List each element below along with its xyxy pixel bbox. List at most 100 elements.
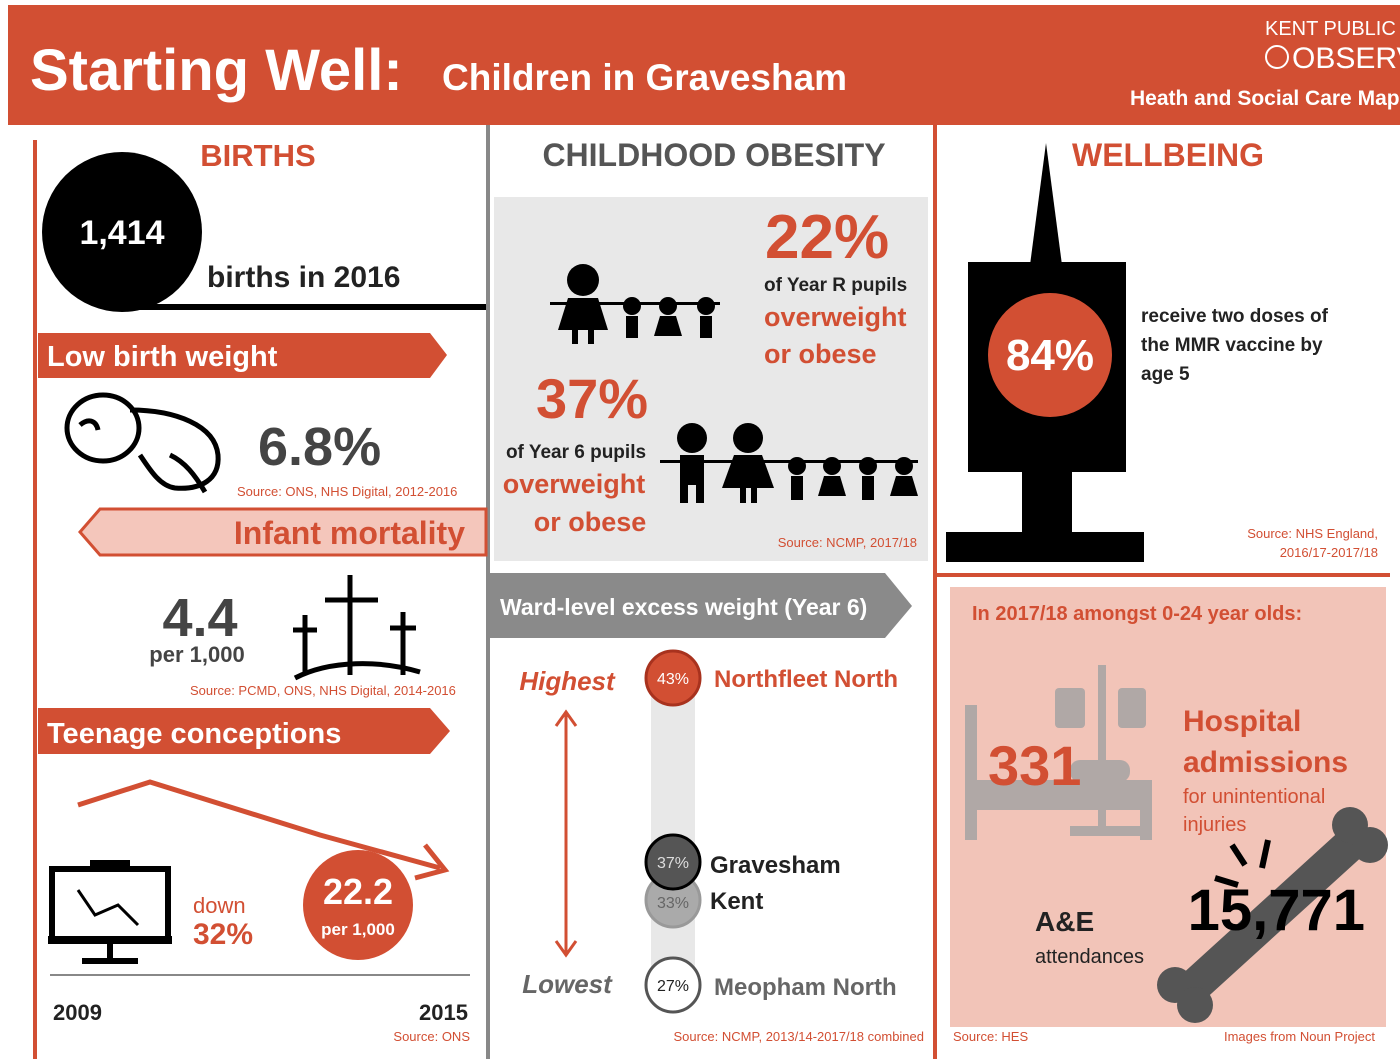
ward-name: Kent — [710, 888, 763, 915]
ae-label: A&E — [1035, 906, 1094, 937]
icon-part — [859, 457, 877, 475]
admissions-sub: injuries — [1183, 814, 1246, 836]
icon-part — [696, 485, 704, 503]
icon-part — [680, 455, 704, 485]
source: Source: HES — [953, 1029, 1028, 1044]
icon-part — [626, 316, 638, 338]
infographic: Starting Well: Children in Gravesham KEN… — [0, 0, 1400, 1059]
injuries-intro: In 2017/18 amongst 0-24 year olds: — [972, 603, 1302, 625]
icon-part — [623, 297, 641, 315]
icon-part — [1030, 143, 1062, 265]
obesity-highlight: or obese — [764, 339, 877, 369]
banner-text: Ward-level excess weight (Year 6) — [500, 594, 867, 620]
ward-value: 43% — [657, 671, 689, 688]
icon-part — [48, 936, 172, 944]
icon-part — [700, 316, 712, 338]
year-start: 2009 — [53, 1000, 102, 1025]
banner-text: Low birth weight — [47, 341, 278, 373]
icon-part — [550, 302, 720, 305]
scale-arrow — [556, 712, 576, 955]
icon-part — [67, 395, 139, 461]
vaccine-text: age 5 — [1141, 364, 1190, 385]
icon-part — [677, 423, 707, 453]
icon-part — [107, 944, 113, 960]
icon-part — [965, 705, 977, 840]
rule — [122, 304, 486, 310]
obesity-highlight: overweight — [503, 469, 646, 499]
obesity-value: 37% — [536, 367, 648, 430]
icon-part — [82, 958, 138, 964]
banner-text: Teenage conceptions — [47, 718, 341, 750]
icon-part — [1070, 826, 1150, 836]
credit: Images from Noun Project — [1224, 1029, 1375, 1044]
im-unit: per 1,000 — [149, 642, 244, 667]
icon-part — [1098, 665, 1106, 830]
icon-part — [862, 476, 874, 500]
admissions-label: admissions — [1183, 746, 1348, 779]
icon-part — [659, 297, 677, 315]
icon-part — [788, 457, 806, 475]
icon-part — [325, 575, 378, 675]
ae-value: 15,771 — [1188, 878, 1365, 943]
section-heading: CHILDHOOD OBESITY — [542, 137, 885, 173]
tc-unit: per 1,000 — [321, 920, 395, 939]
icon-part — [1177, 987, 1213, 1023]
icon-part — [680, 485, 688, 503]
divider — [933, 125, 937, 1059]
source: Source: ONS — [393, 1029, 470, 1044]
icon-part — [733, 423, 763, 453]
section-heading: BIRTHS — [200, 138, 315, 173]
im-value: 4.4 — [162, 588, 237, 648]
icon-part — [52, 869, 168, 939]
ward-name: Meopham North — [714, 974, 897, 1001]
obesity-value: 22% — [765, 203, 889, 272]
births-text: births in 2016 — [207, 261, 400, 294]
title: Starting Well: — [30, 38, 403, 103]
org-line: KENT PUBLIC — [1265, 18, 1396, 40]
source: Source: PCMD, ONS, NHS Digital, 2014-201… — [190, 683, 456, 698]
source: Source: ONS, NHS Digital, 2012-2016 — [237, 484, 457, 499]
scale-bar — [651, 670, 695, 990]
rule — [50, 974, 470, 976]
lbw-value: 6.8% — [258, 417, 381, 477]
vaccine-text: receive two doses of — [1141, 306, 1329, 327]
presentation-icon — [48, 860, 172, 964]
ward-value: 27% — [657, 978, 689, 995]
subtitle: Children in Gravesham — [442, 57, 847, 98]
baby-icon — [67, 395, 218, 492]
icon-part — [751, 488, 757, 503]
ward-name: Northfleet North — [714, 666, 898, 693]
ward-value: 37% — [657, 855, 689, 872]
births-value: 1,414 — [79, 214, 164, 252]
tagline: Heath and Social Care Maps — [1130, 87, 1400, 110]
tc-value: 22.2 — [323, 871, 393, 912]
banner-text: Infant mortality — [234, 515, 465, 551]
obesity-highlight: overweight — [764, 302, 907, 332]
obesity-highlight: or obese — [534, 507, 647, 537]
change-value: 32% — [193, 918, 253, 951]
admissions-label: Hospital — [1183, 705, 1301, 738]
ae-sub: attendances — [1035, 946, 1144, 968]
icon-part — [293, 615, 317, 675]
icon-part — [740, 488, 746, 503]
source: Source: NCMP, 2017/18 — [778, 535, 917, 550]
icon-part — [567, 264, 599, 296]
scale-bottom: Lowest — [522, 969, 613, 999]
icon-part — [946, 532, 1144, 562]
source: 2016/17-2017/18 — [1280, 545, 1378, 560]
page: Starting Well: Children in Gravesham { "… — [0, 0, 1400, 1059]
crosses-icon — [293, 575, 420, 678]
icon-part — [660, 460, 918, 463]
icon-part — [130, 410, 218, 488]
org-line: OBSERVA — [1292, 42, 1400, 75]
icon-part — [1352, 827, 1388, 863]
admissions-sub: for unintentional — [1183, 786, 1325, 808]
icon-part — [588, 330, 594, 344]
change-label: down — [193, 893, 246, 918]
scale-top: Highest — [519, 666, 616, 696]
icon-part — [1118, 688, 1146, 728]
vaccine-value: 84% — [1006, 331, 1094, 380]
divider — [33, 140, 37, 1059]
icon-part — [1022, 470, 1072, 534]
source: Source: NCMP, 2013/14-2017/18 combined — [673, 1029, 924, 1044]
